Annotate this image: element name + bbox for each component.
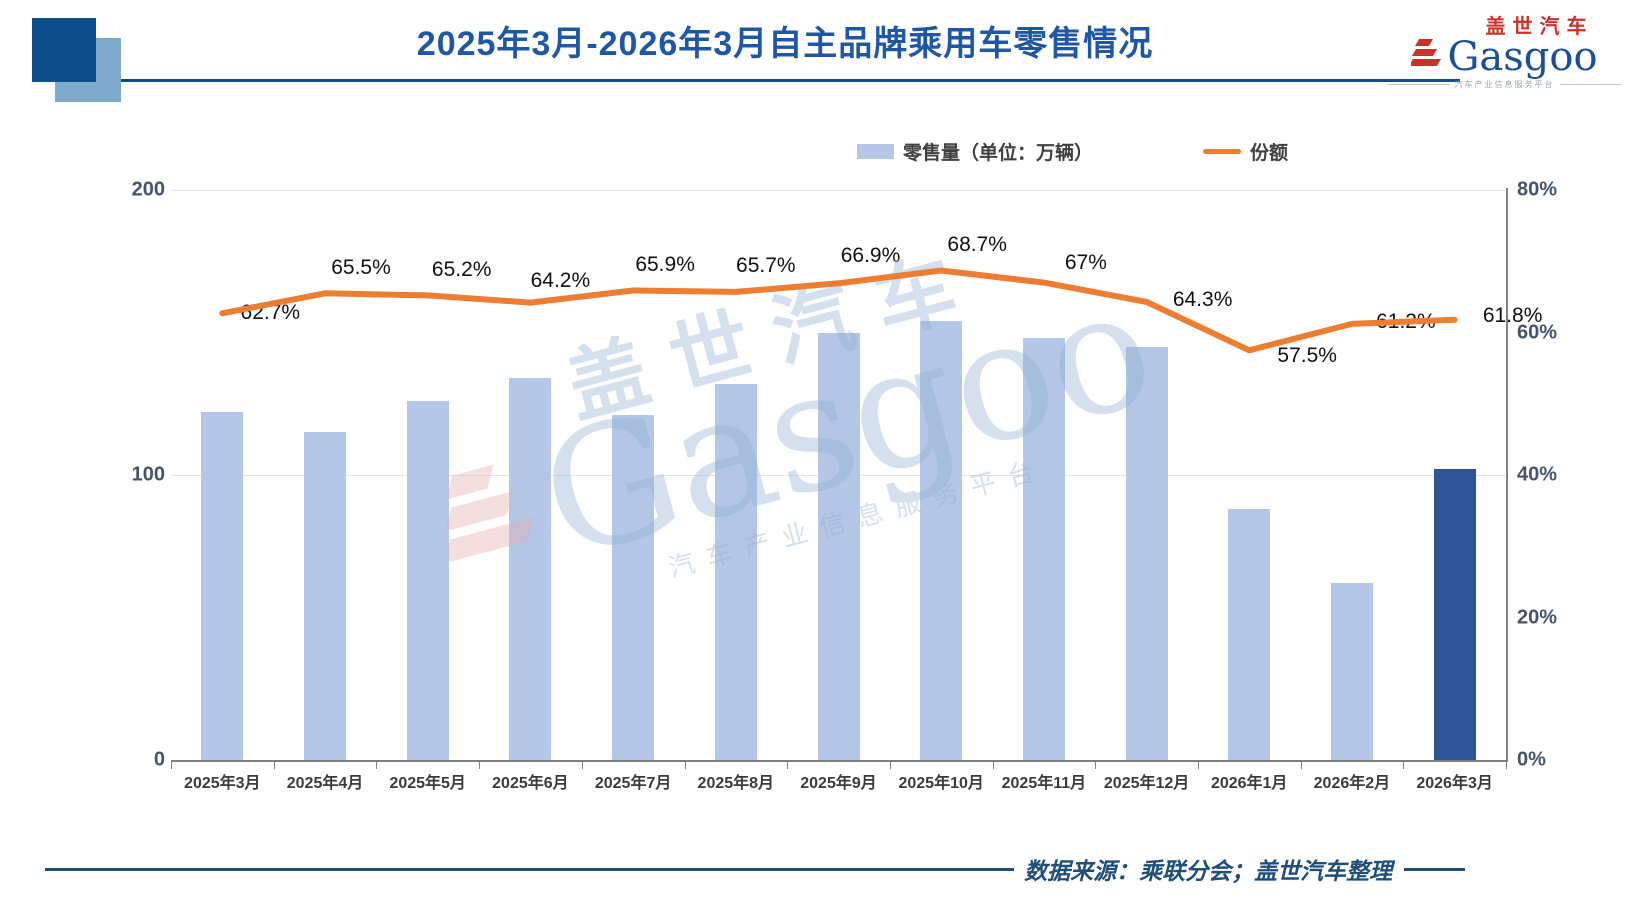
legend-line-swatch [1203, 149, 1242, 154]
decoration-square-dark [32, 18, 96, 82]
retail-volume-bar [920, 321, 963, 760]
share-data-label: 57.5% [1277, 344, 1337, 368]
footer-divider-long [45, 867, 1015, 871]
x-axis-tick [1197, 762, 1199, 769]
share-data-label: 68.7% [947, 232, 1007, 256]
right-axis-tick-label: 40% [1517, 463, 1558, 486]
footer: 数据来源：乘联分会；盖世汽车整理 [45, 852, 1465, 886]
x-axis-category-label: 2025年5月 [389, 775, 466, 792]
retail-volume-bar [509, 378, 552, 760]
x-axis-tick [1095, 762, 1097, 769]
x-axis-tick [479, 762, 481, 769]
retail-volume-bar [1125, 346, 1168, 761]
share-data-label: 67% [1064, 250, 1107, 274]
x-axis-tick [581, 762, 583, 769]
footer-divider-short [1404, 867, 1465, 871]
x-axis-category-label: 2025年10月 [898, 775, 984, 792]
retail-volume-bar [406, 400, 449, 760]
left-axis-tick-label: 0 [153, 748, 165, 771]
x-axis-category-label: 2025年12月 [1103, 775, 1190, 792]
left-axis-tick-label: 200 [131, 178, 165, 201]
x-axis-category-label: 2025年8月 [697, 775, 775, 792]
retail-volume-bar [1228, 509, 1271, 760]
x-axis-category-label: 2026年2月 [1313, 775, 1391, 792]
x-axis-tick [1506, 762, 1507, 769]
legend-bar-label: 零售量（单位：万辆） [903, 143, 1094, 164]
x-axis-category-label: 2025年3月 [184, 775, 261, 792]
share-data-label: 61.8% [1482, 303, 1543, 327]
x-axis-category-label: 2026年1月 [1210, 775, 1288, 792]
page-title: 2025年3月-2026年3月自主品牌乘用车零售情况 [416, 25, 1154, 63]
logo-stripes-icon [1409, 38, 1447, 76]
retail-volume-bar [1022, 338, 1065, 760]
right-axis-tick-label: 80% [1517, 178, 1558, 201]
share-data-label: 65.5% [331, 256, 391, 280]
left-axis-tick-label: 100 [131, 463, 165, 486]
header-divider-line [96, 79, 1460, 82]
x-axis-category-label: 2026年3月 [1416, 775, 1493, 792]
logo-wordmark: Gasgoo [1447, 34, 1598, 80]
x-axis-category-label: 2025年9月 [800, 775, 877, 792]
logo-chinese-name: 盖世汽车 [1485, 16, 1594, 38]
retail-volume-bar [612, 415, 655, 760]
x-axis-tick [889, 762, 891, 769]
x-axis-tick [787, 762, 789, 769]
right-axis-tick-label: 0% [1517, 748, 1546, 771]
chart-legend: 零售量（单位：万辆） 份额 [857, 138, 1288, 165]
retail-volume-bar [714, 383, 757, 760]
share-data-label: 65.9% [635, 252, 695, 276]
data-source-note: 数据来源：乘联分会；盖世汽车整理 [1024, 858, 1393, 884]
right-axis-tick-label: 20% [1517, 606, 1558, 628]
x-axis-category-label: 2025年6月 [492, 775, 569, 792]
share-data-label: 65.2% [431, 258, 492, 282]
x-axis-tick [1403, 762, 1405, 769]
share-data-label: 65.7% [736, 253, 796, 277]
retail-volume-bar [201, 412, 244, 760]
gridline-200 [171, 190, 1506, 191]
x-axis-tick [1300, 762, 1302, 769]
x-axis-tick [992, 762, 994, 769]
retail-volume-bar [817, 332, 860, 760]
share-data-label: 64.2% [530, 268, 591, 292]
x-axis-tick [273, 762, 275, 769]
x-axis-category-label: 2025年4月 [286, 775, 364, 792]
share-data-label: 61.2% [1376, 309, 1436, 333]
x-axis-tick [376, 762, 378, 769]
retail-volume-bar [304, 432, 346, 761]
legend-line-label: 份额 [1250, 143, 1289, 164]
gasgoo-logo: 盖世汽车 Gasgoo 汽车产业信息服务平台 [1387, 10, 1622, 90]
share-data-label: 66.9% [840, 244, 901, 268]
retail-volume-bar [1433, 469, 1476, 760]
logo-tagline: 汽车产业信息服务平台 [1387, 79, 1622, 90]
x-axis-category-label: 2025年11月 [1001, 775, 1087, 792]
share-data-label: 62.7% [240, 301, 301, 325]
legend-bar-swatch [857, 144, 894, 159]
x-axis-category-label: 2025年7月 [594, 775, 672, 792]
share-data-label: 64.3% [1172, 287, 1233, 311]
right-axis-line [1506, 188, 1508, 762]
retail-volume-bar [1330, 583, 1373, 760]
x-axis-tick [684, 762, 686, 769]
x-axis-line [171, 760, 1507, 762]
right-axis-tick-label: 60% [1517, 321, 1558, 343]
x-axis-tick [171, 762, 172, 769]
